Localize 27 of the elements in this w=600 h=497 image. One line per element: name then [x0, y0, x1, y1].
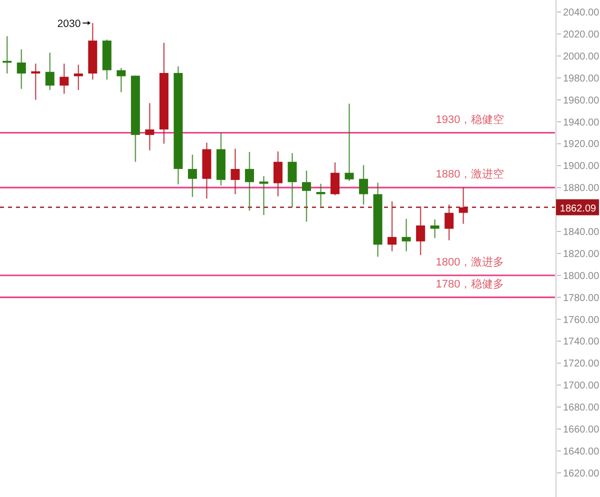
y-tick-label: 1960.00 — [563, 95, 600, 106]
y-tick-label: 1840.00 — [563, 226, 600, 238]
ref-line-label: 1780，稳健多 — [436, 278, 504, 290]
y-tick-label: 1980.00 — [563, 73, 600, 84]
y-tick-label: 1640.00 — [563, 446, 600, 458]
y-tick-label: 1900.00 — [563, 161, 600, 172]
y-tick-label: 1760.00 — [563, 314, 600, 326]
y-tick-label: 1660.00 — [563, 424, 600, 436]
y-tick-label: 1820.00 — [563, 248, 600, 260]
y-tick-label: 1740.00 — [563, 336, 600, 348]
y-tick-label: 1920.00 — [563, 139, 600, 150]
ref-line-label: 1880，激进空 — [436, 168, 504, 181]
y-tick-label: 1800.00 — [563, 270, 600, 282]
ref-line-label: 1930，稳健空 — [436, 112, 504, 126]
y-tick-label: 2040.00 — [563, 8, 600, 19]
y-tick-label: 1680.00 — [563, 402, 600, 414]
y-tick-label: 2020.00 — [563, 30, 600, 41]
y-tick-label: 1700.00 — [563, 380, 600, 392]
annotation: 2030 — [57, 18, 81, 30]
y-tick-label: 1940.00 — [563, 117, 600, 128]
y-tick-label: 1620.00 — [563, 468, 600, 480]
ref-line-label: 1862.09 — [560, 203, 597, 214]
y-tick-label: 1780.00 — [563, 292, 600, 304]
ref-line-label: 1800，激进多 — [436, 255, 504, 268]
y-tick-label: 2000.00 — [563, 51, 600, 62]
y-tick-label: 1720.00 — [563, 358, 600, 370]
y-tick-label: 1880.00 — [563, 183, 600, 194]
